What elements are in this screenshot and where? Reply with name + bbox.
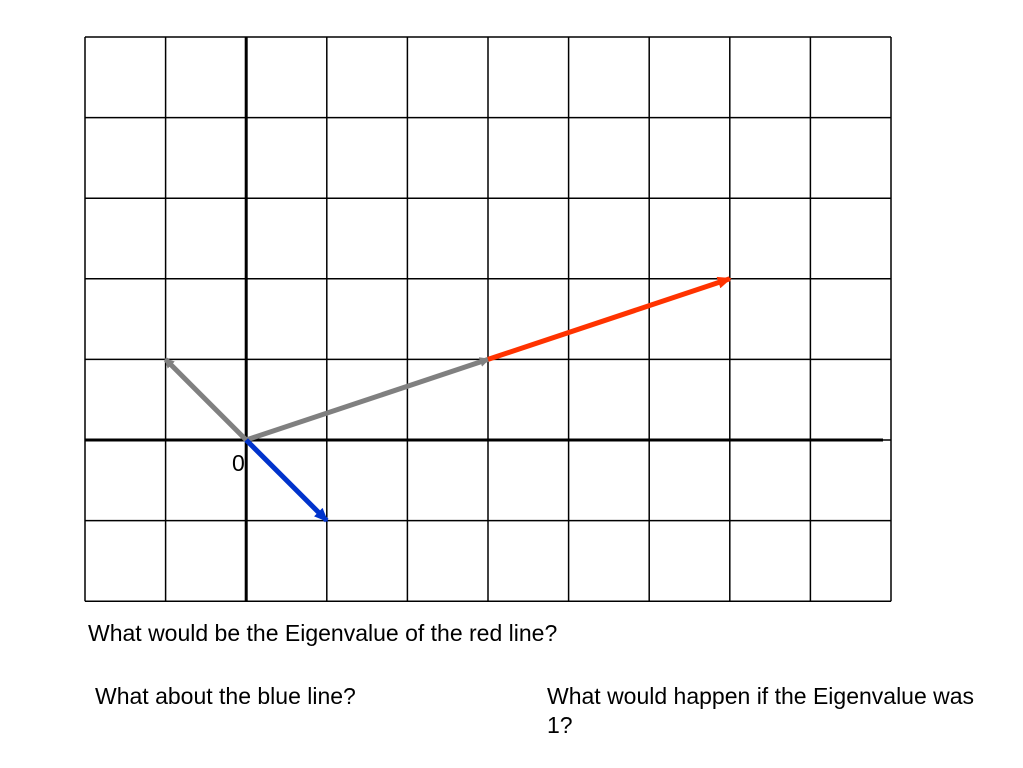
red-vector [487, 276, 732, 362]
question-red-line: What would be the Eigenvalue of the red … [88, 620, 558, 646]
vectors [163, 276, 732, 523]
gray-vector-upper-left [163, 357, 248, 442]
axes [85, 37, 883, 602]
question-blue-line: What about the blue line? [95, 683, 356, 709]
gray-vector-right [245, 357, 490, 443]
grid-lines [84, 36, 892, 602]
blue-vector [244, 438, 329, 523]
question-eigenvalue-one: What would happen if the Eigenvalue was … [547, 683, 975, 738]
origin-label: 0 [232, 450, 245, 476]
